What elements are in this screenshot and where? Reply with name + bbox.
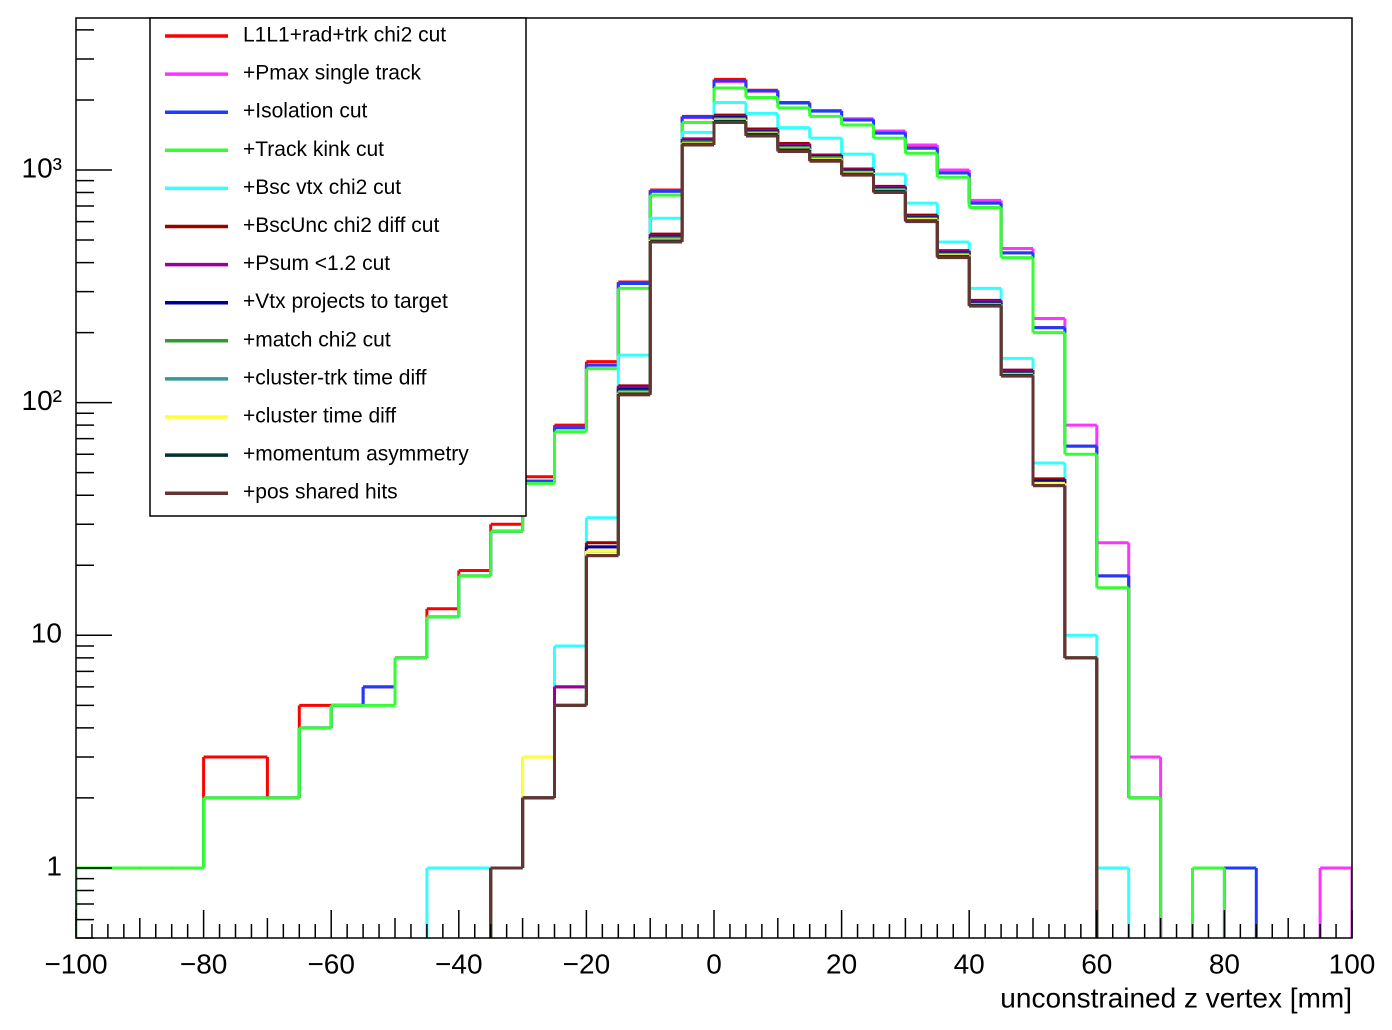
legend-label: +Psum <1.2 cut (243, 252, 390, 275)
x-tick-label: 80 (1209, 948, 1240, 979)
legend-box (149, 17, 527, 517)
legend-label: +Bsc vtx chi2 cut (243, 176, 401, 199)
legend-label: +cluster time diff (243, 405, 396, 428)
y-tick-label: 10² (22, 385, 62, 416)
x-tick-label: 20 (826, 948, 857, 979)
legend-label: +BscUnc chi2 diff cut (243, 214, 439, 237)
y-tick-label: 10³ (22, 152, 62, 183)
x-axis-label: unconstrained z vertex [mm] (1000, 982, 1352, 1013)
x-tick-label: −80 (180, 948, 228, 979)
histogram-series (489, 120, 1099, 938)
legend-label: +cluster-trk time diff (243, 366, 427, 389)
x-tick-label: 60 (1081, 948, 1112, 979)
x-tick-label: −40 (435, 948, 483, 979)
x-tick-label: 0 (706, 948, 722, 979)
legend-label: +Vtx projects to target (243, 290, 448, 313)
legend-label: +momentum asymmetry (243, 443, 469, 466)
x-tick-label: −60 (307, 948, 355, 979)
x-tick-label: 40 (954, 948, 985, 979)
legend-label: +Isolation cut (243, 100, 367, 123)
y-tick-label: 10 (31, 618, 62, 649)
plot-area (76, 77, 1352, 938)
axes: 1 10 10² 10³ −100 −80 −60 −40 −20 0 20 40 60 80 100 (22, 29, 1376, 979)
legend-label: +match chi2 cut (243, 328, 391, 351)
legend-label: L1L1+rad+trk chi2 cut (243, 24, 446, 47)
x-tick-label: −100 (44, 948, 107, 979)
legend-label: +Track kink cut (243, 138, 384, 161)
legend: L1L1+rad+trk chi2 cut +Pmax single track +… (165, 24, 469, 504)
legend-label: +Pmax single track (243, 62, 421, 85)
x-tick-label: 100 (1329, 948, 1376, 979)
legend-label: +pos shared hits (243, 481, 398, 504)
y-tick-label: 1 (46, 850, 62, 881)
x-tick-label: −20 (563, 948, 611, 979)
